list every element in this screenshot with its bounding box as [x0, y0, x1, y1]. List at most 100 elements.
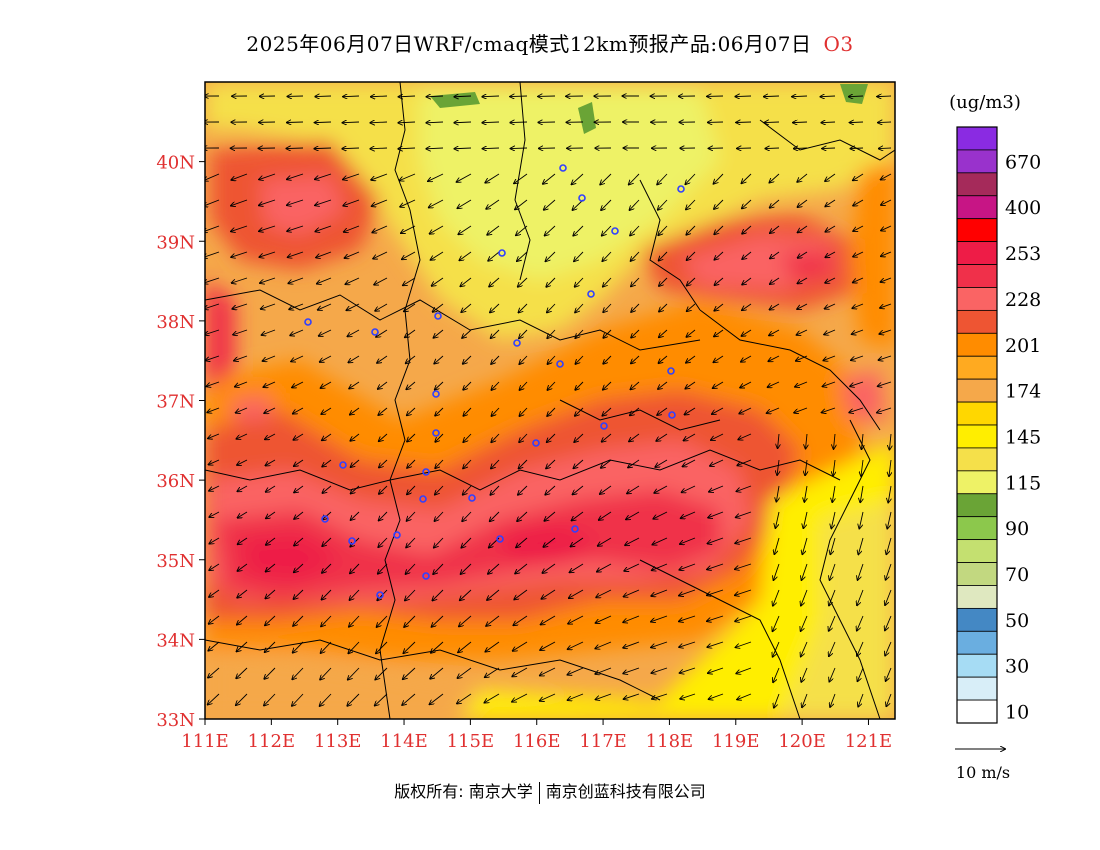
wind-arrow: [849, 407, 864, 412]
wind-arrow: [463, 485, 472, 495]
wind-arrow: [205, 277, 220, 283]
wind-arrow: [315, 225, 332, 231]
wind-arrow: [491, 407, 500, 416]
wind-arrow: [486, 199, 500, 209]
wind-arrow: [514, 173, 528, 183]
lat-tick-label: 34N: [156, 630, 195, 651]
wind-arrow: [801, 589, 808, 606]
wind-arrow: [712, 407, 724, 414]
wind-arrow: [679, 589, 696, 596]
wind-arrow: [878, 381, 892, 386]
title-text: 2025年06月07日WRF/cmaq模式12km预报产品:06月07日: [246, 32, 812, 56]
city-marker: [556, 360, 564, 368]
wind-arrow: [881, 251, 892, 256]
legend-unit: (ug/m3): [949, 92, 1021, 113]
lon-tick-label: 119E: [712, 731, 760, 752]
wind-arrow: [266, 511, 276, 518]
wind-arrow: [292, 693, 304, 706]
wind-arrow: [482, 96, 500, 97]
legend-label: 670: [1005, 151, 1041, 173]
wind-arrow: [293, 641, 304, 653]
wind-arrow: [575, 329, 584, 338]
legend-label: 145: [1005, 426, 1041, 448]
wind-arrow: [259, 173, 276, 180]
wind-arrow: [573, 225, 584, 236]
wind-arrow: [830, 537, 836, 554]
wind-arrow: [572, 173, 584, 184]
wind-arrow: [435, 433, 444, 442]
city-marker: [498, 249, 506, 257]
wind-arrow: [858, 693, 864, 707]
wind-arrow: [792, 96, 808, 97]
wind-arrow: [237, 589, 248, 598]
wind-arrow: [289, 303, 304, 309]
wind-arrow: [547, 407, 556, 416]
legend-label: 50: [1005, 610, 1029, 632]
wind-arrow: [628, 459, 640, 467]
wind-arrow: [320, 355, 332, 362]
wind-arrow: [322, 433, 332, 440]
wind-arrow: [294, 563, 304, 572]
wind-arrow: [379, 485, 388, 494]
wind-arrow: [232, 277, 248, 283]
wind-arrow: [375, 303, 388, 311]
wind-arrow: [517, 251, 528, 261]
copyright-text: 版权所有: 南京大学: [394, 782, 533, 801]
wind-arrow: [287, 173, 304, 179]
legend-label: 201: [1005, 335, 1041, 357]
wind-arrow: [770, 277, 780, 284]
wind-arrow: [825, 173, 836, 181]
wind-arrow: [519, 433, 528, 442]
wind-arrow: [679, 615, 696, 621]
partner-text: 南京创蓝科技有限公司: [545, 782, 706, 801]
wind-arrow: [545, 485, 556, 495]
wind-arrow: [797, 303, 808, 309]
wind-arrow: [801, 641, 808, 657]
wind-arrow: [370, 122, 388, 123]
wind-arrow: [804, 485, 807, 502]
wind-arrow: [236, 433, 248, 439]
wind-arrow: [458, 225, 472, 234]
wind-arrow: [601, 459, 612, 468]
wind-arrow: [372, 199, 388, 206]
wind-arrow: [519, 381, 528, 390]
lon-tick-label: 116E: [513, 731, 561, 752]
wind-arrow: [714, 303, 724, 311]
wind-arrow: [686, 199, 696, 209]
wind-arrow: [406, 537, 416, 547]
wind-arrow: [208, 641, 220, 651]
wind-arrow: [657, 173, 668, 184]
lat-tick-label: 37N: [156, 392, 195, 413]
wind-arrow: [454, 96, 472, 97]
wind-arrow: [236, 693, 248, 705]
wind-arrow: [428, 173, 444, 181]
wind-arrow: [623, 667, 640, 673]
wind-arrow: [379, 511, 388, 520]
wind-arrow: [205, 303, 220, 309]
wind-arrow: [793, 122, 808, 123]
wind-arrow: [742, 199, 752, 208]
wind-arrow: [236, 667, 248, 678]
wind-arrow: [775, 511, 780, 528]
wind-arrow: [687, 303, 696, 311]
wind-arrow: [491, 459, 500, 469]
city-marker: [304, 318, 312, 326]
wind-arrow: [434, 511, 444, 521]
wind-arrow: [435, 381, 444, 390]
wind-arrow: [740, 381, 752, 388]
wind-arrow: [433, 329, 444, 338]
wind-arrow: [602, 433, 612, 442]
wind-arrow: [402, 693, 416, 705]
wind-arrow: [290, 329, 304, 335]
wind-arrow: [406, 563, 416, 574]
wind-arrow: [738, 433, 752, 440]
wind-arrow: [510, 96, 528, 97]
wind-arrow: [881, 173, 892, 180]
wind-arrow: [653, 511, 668, 519]
wind-arrow: [851, 355, 864, 360]
wind-arrow: [546, 459, 556, 468]
wind-arrow: [405, 329, 416, 337]
legend-label: 70: [1005, 564, 1029, 586]
city-marker: [578, 194, 586, 202]
wind-arrow: [602, 251, 612, 261]
